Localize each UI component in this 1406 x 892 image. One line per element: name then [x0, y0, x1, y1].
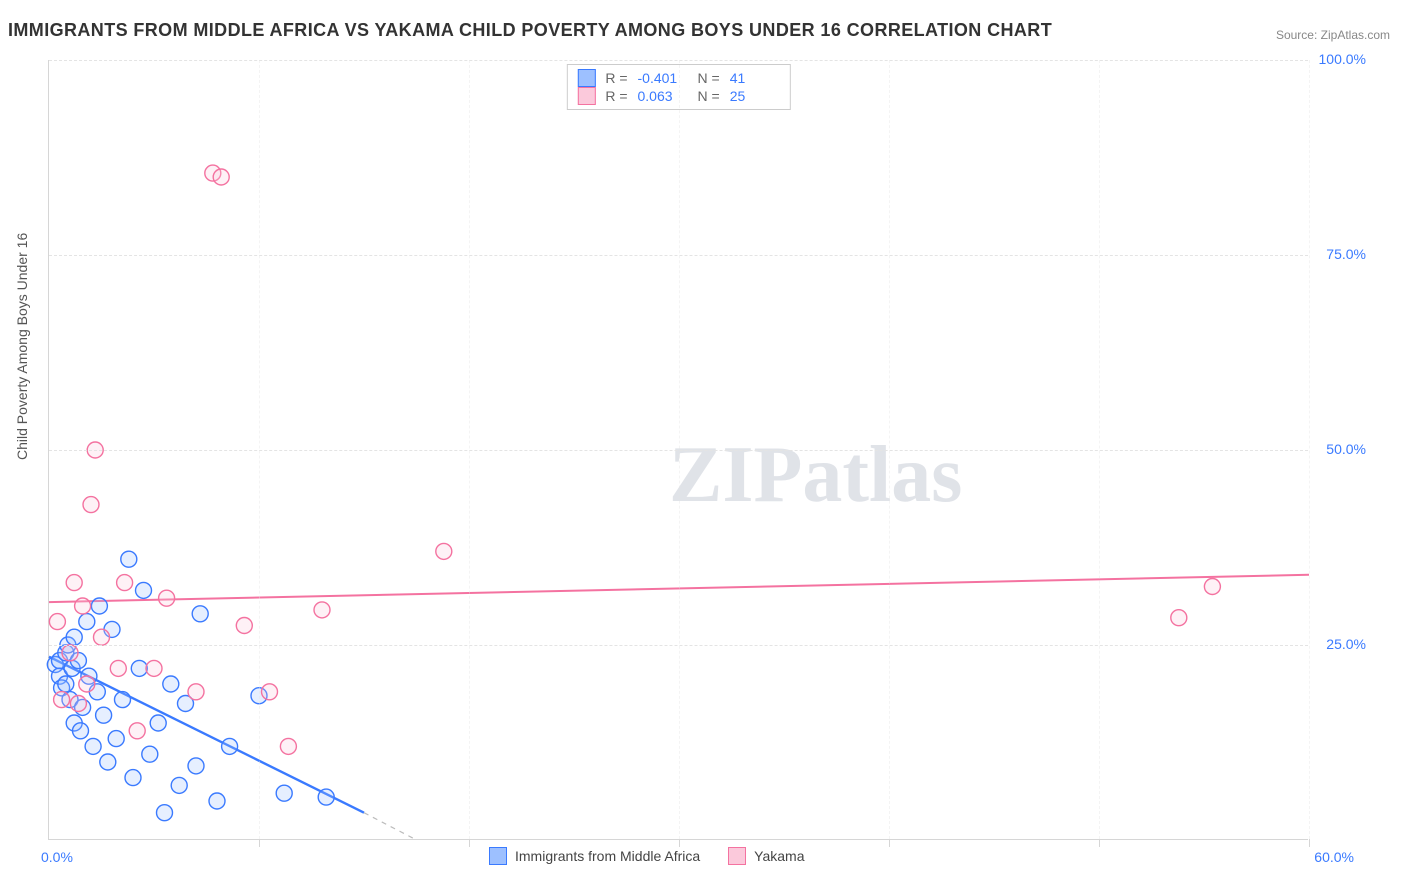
data-point — [171, 777, 187, 793]
legend-swatch-0 — [489, 847, 507, 865]
data-point — [213, 169, 229, 185]
source-attribution: Source: ZipAtlas.com — [1276, 28, 1390, 42]
legend-swatch-1 — [728, 847, 746, 865]
data-point — [70, 696, 86, 712]
data-point — [115, 692, 131, 708]
data-point — [1204, 579, 1220, 595]
plot-area: ZIPatlas R = -0.401 N = 41 R = 0.063 N =… — [48, 60, 1308, 840]
data-point — [157, 805, 173, 821]
data-point — [236, 618, 252, 634]
data-point — [79, 614, 95, 630]
data-point — [49, 614, 65, 630]
data-point — [100, 754, 116, 770]
gridline-v — [469, 60, 470, 839]
chart-title: IMMIGRANTS FROM MIDDLE AFRICA VS YAKAMA … — [8, 20, 1052, 41]
data-point — [163, 676, 179, 692]
data-point — [188, 684, 204, 700]
data-point — [91, 598, 107, 614]
legend-item-1: Yakama — [728, 847, 804, 865]
data-point — [108, 731, 124, 747]
data-point — [66, 575, 82, 591]
data-point — [75, 598, 91, 614]
data-point — [117, 575, 133, 591]
x-tick-mark — [259, 839, 260, 847]
gridline-v — [1309, 60, 1310, 839]
y-tick-label: 100.0% — [1319, 51, 1366, 67]
data-point — [150, 715, 166, 731]
y-tick-label: 25.0% — [1326, 636, 1366, 652]
y-tick-label: 75.0% — [1326, 246, 1366, 262]
data-point — [280, 738, 296, 754]
data-point — [188, 758, 204, 774]
gridline-v — [1099, 60, 1100, 839]
chart-container: IMMIGRANTS FROM MIDDLE AFRICA VS YAKAMA … — [0, 0, 1406, 892]
data-point — [94, 629, 110, 645]
data-point — [159, 590, 175, 606]
data-point — [54, 692, 70, 708]
x-tick-mark — [679, 839, 680, 847]
data-point — [110, 660, 126, 676]
x-tick-mark — [469, 839, 470, 847]
legend-label-1: Yakama — [754, 848, 804, 864]
legend-item-0: Immigrants from Middle Africa — [489, 847, 700, 865]
data-point — [314, 602, 330, 618]
data-point — [83, 497, 99, 513]
data-point — [66, 629, 82, 645]
data-point — [142, 746, 158, 762]
data-point — [192, 606, 208, 622]
data-point — [436, 543, 452, 559]
data-point — [1171, 610, 1187, 626]
data-point — [121, 551, 137, 567]
data-point — [209, 793, 225, 809]
x-tick-mark — [1309, 839, 1310, 847]
data-point — [146, 660, 162, 676]
data-point — [129, 723, 145, 739]
data-point — [73, 723, 89, 739]
trend-line-dash — [364, 813, 417, 840]
data-point — [85, 738, 101, 754]
x-tick-60: 60.0% — [1314, 849, 1354, 865]
series-legend: Immigrants from Middle Africa Yakama — [489, 847, 805, 865]
x-tick-mark — [889, 839, 890, 847]
data-point — [136, 582, 152, 598]
x-tick-0: 0.0% — [41, 849, 73, 865]
data-point — [125, 770, 141, 786]
data-point — [96, 707, 112, 723]
y-tick-label: 50.0% — [1326, 441, 1366, 457]
data-point — [131, 660, 147, 676]
x-tick-mark — [1099, 839, 1100, 847]
gridline-v — [679, 60, 680, 839]
y-axis-label: Child Poverty Among Boys Under 16 — [14, 233, 30, 460]
gridline-v — [259, 60, 260, 839]
data-point — [276, 785, 292, 801]
legend-label-0: Immigrants from Middle Africa — [515, 848, 700, 864]
data-point — [58, 676, 74, 692]
data-point — [79, 676, 95, 692]
gridline-v — [889, 60, 890, 839]
data-point — [318, 789, 334, 805]
data-point — [262, 684, 278, 700]
data-point — [62, 645, 78, 661]
data-point — [222, 738, 238, 754]
